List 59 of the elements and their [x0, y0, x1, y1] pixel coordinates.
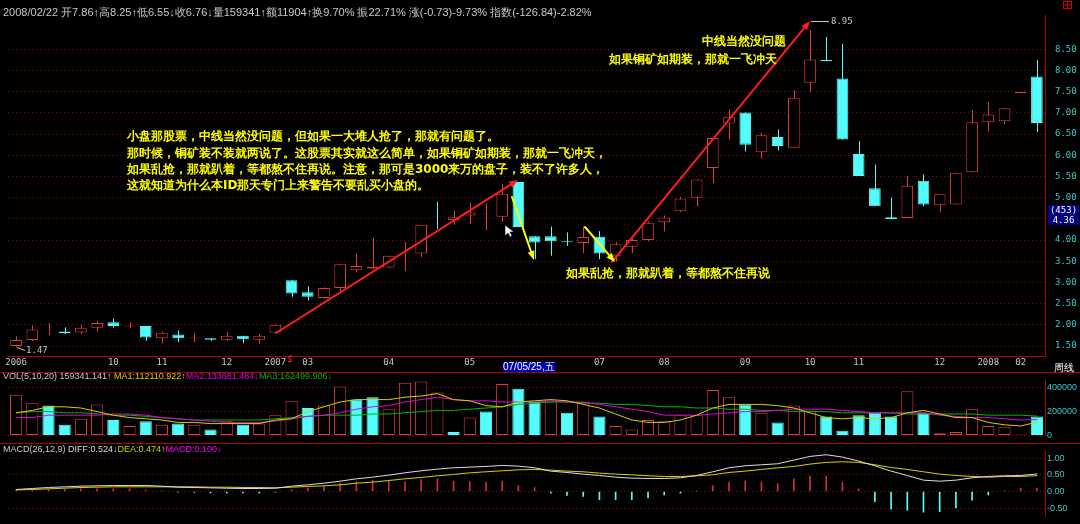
text: DEA:0.474↑ — [117, 444, 166, 454]
x-tick-label: 04 — [383, 357, 395, 368]
text: (453) — [1048, 205, 1079, 215]
y-tick-label: 6.00 — [1055, 149, 1077, 160]
x-tick-label: 11 — [156, 357, 168, 368]
annotation: 这就知道为什么本ID那天专门上来警告不要乱买小盘的。 — [127, 177, 430, 194]
x-tick-label: 02 — [1015, 357, 1027, 368]
y-tick-label: 7.50 — [1055, 86, 1077, 97]
y-tick-label: 4.00 — [1055, 234, 1077, 245]
text: 4.36 — [1048, 215, 1079, 225]
x-tick-label: 2006 — [5, 357, 27, 368]
annotation: 如果乱抢，那就趴着，等都熬不住再说。注意，那可是3000来万的盘子，装不了许多人， — [127, 161, 605, 178]
y-tick-label: 400000 — [1047, 382, 1078, 393]
annotation: 8.95 — [831, 16, 853, 26]
x-tick-label: 08 — [658, 357, 670, 368]
x-tick-label: 2007 — [264, 357, 287, 368]
x-tick-label: 12 — [221, 357, 233, 368]
y-tick-label: 0 — [1047, 430, 1053, 441]
y-tick-label: 5.00 — [1055, 192, 1077, 202]
y-tick-label: 2.50 — [1055, 297, 1077, 308]
text: MA3:162499.906↓ — [258, 371, 332, 381]
y-tick-label: 8.50 — [1055, 43, 1077, 54]
y-tick-label: 8.00 — [1055, 64, 1077, 75]
x-tick-label: 09 — [739, 357, 751, 368]
y-tick-label: 3.50 — [1055, 255, 1077, 266]
y-tick-label: 3.00 — [1055, 276, 1077, 287]
text: MA2:133681.484↓ — [185, 371, 259, 381]
x-tick-label: 07 — [593, 357, 605, 368]
y-tick-label: 2.00 — [1055, 319, 1077, 330]
y-tick-label: -0.50 — [1047, 502, 1068, 513]
annotation: 那时候，铜矿装不装就两说了。这股票其实就这么简单，如果铜矿如期装，那就一飞冲天， — [127, 145, 607, 162]
annotation: 如果铜矿如期装，那就一飞冲天 — [609, 51, 777, 68]
y-tick-label: 0.50 — [1047, 469, 1065, 480]
text: MA1:112110.922↑ — [114, 371, 186, 381]
x-tick-label: 10 — [804, 357, 816, 368]
x-tick-label: 12 — [934, 357, 946, 368]
chart-title: 2008/02/22 开7.86↑高8.25↑低6.55↓收6.76↓量159341↑额11904↑换9.70% 振22.71% 涨(-0.73)-9.73% 指数(-126.84)-2.82% — [3, 6, 593, 18]
annotation: 如果乱抢，那就趴着，等都熬不住再说 — [566, 265, 770, 282]
text: 周线 — [1054, 361, 1074, 375]
x-tick-label: 03 — [302, 357, 314, 368]
y-tick-label: 1.00 — [1047, 452, 1065, 463]
annotation: 中线当然没问题 — [702, 33, 786, 50]
y-tick-label: 7.00 — [1055, 107, 1077, 118]
x-tick-label: 11 — [853, 357, 865, 368]
y-tick-label: 200000 — [1047, 406, 1078, 417]
y-tick-label: 6.50 — [1055, 128, 1077, 139]
chart-title: VOL(5,10,20) 159341.141↑ — [3, 371, 113, 381]
x-tick-label: 2008 — [977, 357, 1000, 368]
chart-title: MACD(26,12,9) — [3, 444, 67, 454]
annotation: 1.47 — [26, 345, 48, 356]
text: 07/05/25,五 — [503, 361, 555, 372]
y-tick-label: 0.00 — [1047, 486, 1065, 497]
annotation: MACD:0.100↓ — [165, 444, 222, 454]
annotation: 小盘那股票，中线当然没问题，但如果一大堆人抢了，那就有问题了。 — [127, 128, 499, 145]
text: DIFF:0.524↓ — [68, 444, 118, 454]
x-tick-label: 05 — [464, 357, 476, 368]
y-tick-label: 1.50 — [1055, 340, 1077, 351]
x-tick-label: 10 — [107, 357, 119, 368]
y-tick-label: 5.50 — [1055, 170, 1077, 181]
